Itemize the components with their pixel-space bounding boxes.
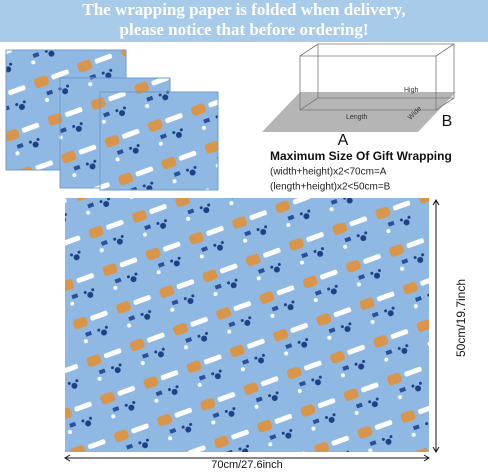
dimension-arrows [64,199,440,462]
folded-papers [5,49,219,191]
banner-line: please notice that before ordering! [120,20,369,39]
wrapping-paper [65,198,429,452]
diagram-label: High [404,87,419,94]
diagram-label: Length [346,114,368,121]
size-title: Maximum Size Of Gift Wrapping [270,149,452,163]
size-rule: (length+height)x2<50cm=B [270,182,391,193]
box-diagram [262,43,456,132]
banner [0,0,488,42]
width-label: 70cm/27.6inch [211,459,283,471]
height-label: 50cm/19.7inch [454,279,468,357]
size-rule: (width+height)x2<70cm=A [270,167,387,178]
banner-line: The wrapping paper is folded when delive… [82,0,405,19]
label-a: A [338,132,349,149]
label-b: B [442,113,453,130]
